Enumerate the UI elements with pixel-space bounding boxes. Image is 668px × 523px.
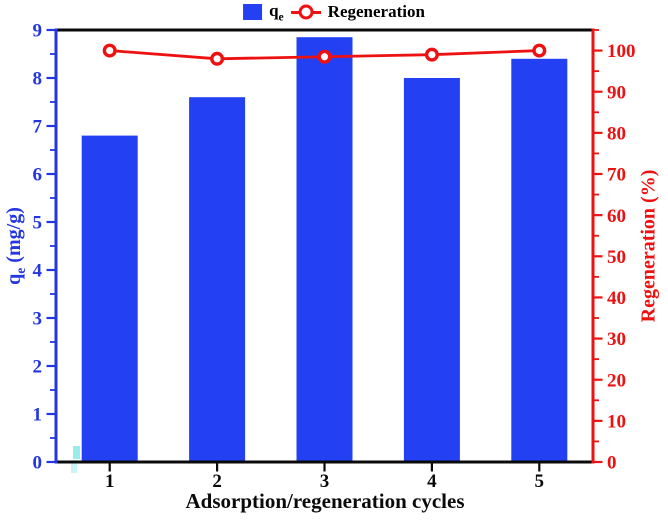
left-tick-label: 2 <box>33 357 43 378</box>
left-tick-label: 6 <box>33 165 43 186</box>
legend-open-circle-icon <box>298 4 314 20</box>
x-tick-label: 4 <box>427 471 437 492</box>
regeneration-point-3 <box>317 49 332 64</box>
right-tick-label: 50 <box>607 247 626 268</box>
right-tick-label: 20 <box>607 370 626 391</box>
legend-regeneration-label: Regeneration <box>327 2 425 22</box>
right-tick-label: 10 <box>607 412 626 433</box>
regeneration-point-2 <box>210 51 225 66</box>
left-tick-label: 1 <box>33 405 43 426</box>
bar-cycle-1 <box>81 135 138 462</box>
regeneration-point-1 <box>102 43 117 58</box>
left-tick-label: 8 <box>33 69 43 90</box>
left-tick-label: 7 <box>33 117 43 138</box>
right-tick-label: 80 <box>607 124 626 145</box>
left-tick-label: 4 <box>33 261 43 282</box>
bar-cycle-4 <box>403 78 460 462</box>
right-tick-label: 70 <box>607 165 626 186</box>
bar-cycle-5 <box>511 58 568 463</box>
x-axis-title: Adsorption/regeneration cycles <box>185 489 465 513</box>
bar-cycle-2 <box>189 97 246 462</box>
right-axis-title: Regeneration (%) <box>637 169 660 323</box>
x-tick-label: 5 <box>535 471 545 492</box>
x-tick-label: 2 <box>212 471 222 492</box>
regeneration-point-5 <box>532 43 547 58</box>
right-tick-label: 90 <box>607 82 626 103</box>
right-tick-label: 0 <box>607 453 617 474</box>
left-tick-label: 3 <box>33 309 43 330</box>
legend-qe-swatch <box>243 4 263 21</box>
regeneration-point-4 <box>424 47 439 62</box>
left-axis-title: qe (mg/g) <box>3 207 28 285</box>
legend-regeneration-marker <box>290 3 321 21</box>
bar-cycle-3 <box>296 37 353 462</box>
left-tick-label: 9 <box>33 21 43 42</box>
x-tick-label: 3 <box>320 471 330 492</box>
stray-teal-mark <box>71 460 77 473</box>
x-tick-label: 1 <box>105 471 115 492</box>
right-tick-label: 30 <box>607 329 626 350</box>
right-tick-label: 40 <box>607 288 626 309</box>
legend-qe-label: qe <box>269 1 284 24</box>
right-tick-label: 100 <box>607 41 636 62</box>
legend: qe Regeneration <box>243 1 425 23</box>
left-tick-label: 5 <box>33 213 43 234</box>
stray-teal-mark <box>73 446 80 459</box>
right-tick-label: 60 <box>607 206 626 227</box>
left-tick-label: 0 <box>33 453 43 474</box>
